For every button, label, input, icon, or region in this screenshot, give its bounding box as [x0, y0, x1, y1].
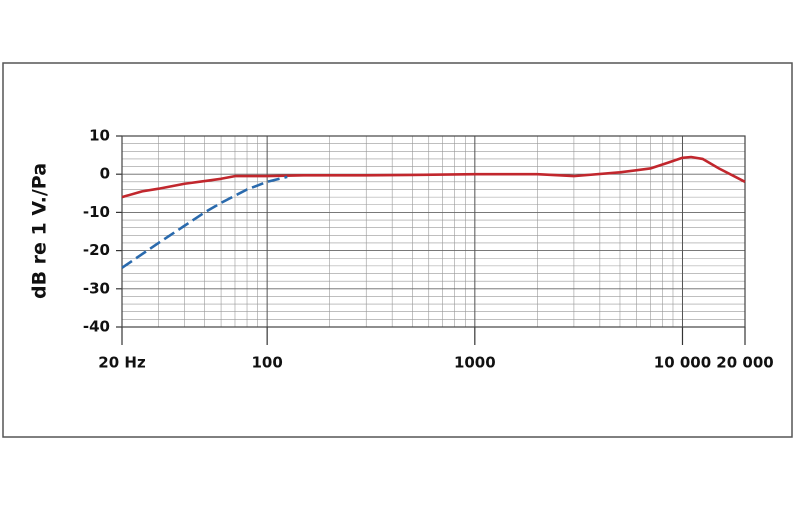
x-tick-label: 10 000 [654, 354, 711, 372]
y-tick-label: 10 [89, 127, 110, 145]
y-tick-label: -10 [83, 203, 110, 221]
y-tick-label: 0 [100, 165, 110, 183]
plot-border [121, 135, 746, 328]
x-tick-label: 20 000 [716, 354, 773, 372]
y-tick-label: -30 [83, 279, 110, 297]
x-tick-label: 20 Hz [98, 354, 146, 372]
y-tick-label: -20 [83, 241, 110, 259]
y-tick-label: -40 [83, 318, 110, 336]
y-axis-label: dB re 1 V./Pa [29, 163, 51, 299]
series-line [121, 175, 288, 269]
frame [2, 62, 793, 438]
x-tick-label: 100 [251, 354, 282, 372]
series-line [121, 155, 746, 199]
x-tick-label: 1000 [454, 354, 496, 372]
